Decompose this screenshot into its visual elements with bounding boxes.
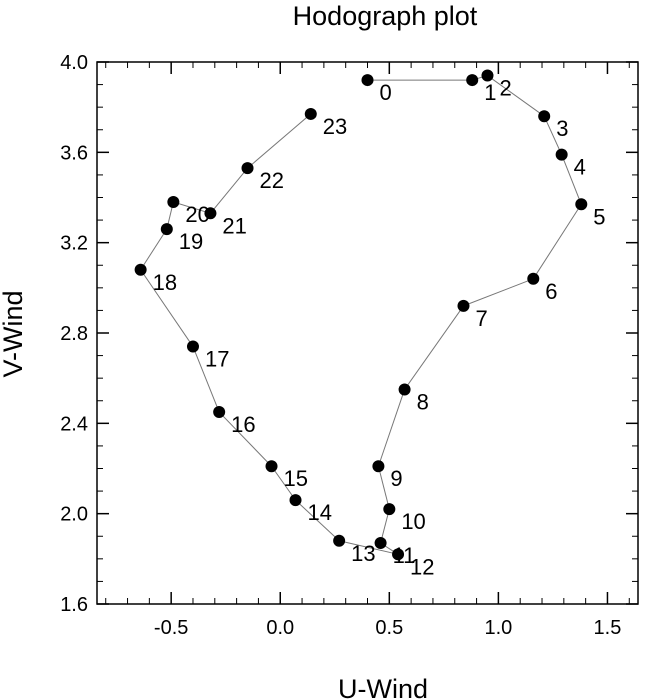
hodograph-point <box>555 148 568 161</box>
hodograph-point-label: 19 <box>179 229 203 254</box>
hodograph-lines <box>140 75 582 555</box>
hodograph-segment <box>173 201 211 214</box>
hodograph-point-label: 3 <box>556 116 568 141</box>
hodograph-segment <box>487 75 545 117</box>
hodograph-point <box>466 74 479 87</box>
hodograph-point <box>304 107 317 120</box>
hodograph-segment <box>339 540 399 555</box>
x-axis-tick-labels: -0.5 0.0 0.5 1.0 1.5 <box>154 617 621 639</box>
y-tick-label: 3.6 <box>60 142 88 164</box>
hodograph-point-label: 15 <box>284 466 308 491</box>
hodograph-point <box>575 198 588 211</box>
hodograph-point-label: 2 <box>499 76 511 101</box>
hodograph-point-label: 13 <box>351 541 375 566</box>
hodograph-point-label: 10 <box>401 509 425 534</box>
y-axis-tick-labels: 1.6 2.0 2.4 2.8 3.2 3.6 4.0 <box>60 52 88 616</box>
hodograph-point <box>398 383 411 396</box>
hodograph-segment <box>404 305 464 390</box>
hodograph-point <box>333 534 346 547</box>
hodograph-segment <box>140 228 168 271</box>
hodograph-segment <box>561 154 582 205</box>
hodograph-segment <box>247 113 312 169</box>
hodograph-point-label: 6 <box>545 279 557 304</box>
x-tick-label: 1.0 <box>484 617 512 639</box>
hodograph-point <box>457 299 470 312</box>
y-tick-label: 4.0 <box>60 52 88 74</box>
hodograph-point <box>361 74 374 87</box>
hodograph-segment <box>192 346 220 413</box>
hodograph-point-label: 1 <box>484 80 496 105</box>
hodograph-point-label: 12 <box>410 554 434 579</box>
hodograph-point <box>213 406 226 419</box>
hodograph-segment <box>271 465 296 501</box>
hodograph-segment <box>377 466 390 510</box>
x-tick-label: -0.5 <box>154 617 188 639</box>
hodograph-point <box>372 460 385 473</box>
hodograph-point-label: 5 <box>593 204 605 229</box>
hodograph-point <box>481 69 494 82</box>
hodograph-point-label: 17 <box>205 347 229 372</box>
hodograph-segment <box>210 167 248 214</box>
hodograph-segment <box>218 411 272 467</box>
hodograph-point <box>167 196 180 209</box>
hodograph-point-label: 16 <box>231 412 255 437</box>
y-axis-ticks <box>97 61 638 605</box>
y-tick-label: 3.2 <box>60 233 88 255</box>
hodograph-segment <box>377 389 406 467</box>
hodograph-point-label: 21 <box>222 213 246 238</box>
hodograph-point <box>241 162 254 175</box>
hodograph-segment <box>295 499 340 542</box>
hodograph-point <box>134 263 147 276</box>
y-tick-label: 2.0 <box>60 504 88 526</box>
hodograph-point-label: 0 <box>380 80 392 105</box>
x-tick-label: 0.0 <box>266 617 294 639</box>
hodograph-segment <box>532 204 582 280</box>
x-axis-label: U-Wind <box>338 674 428 700</box>
y-tick-label: 2.8 <box>60 323 88 345</box>
hodograph-point <box>265 460 278 473</box>
hodograph-point <box>160 223 173 236</box>
hodograph-point-label: 11 <box>393 543 416 568</box>
x-axis-ticks <box>105 62 630 604</box>
hodograph-segment <box>463 278 534 307</box>
chart-title: Hodograph plot <box>293 1 478 31</box>
hodograph-point-label: 20 <box>185 202 209 227</box>
hodograph-point <box>289 494 302 507</box>
hodograph-point-label: 9 <box>390 466 402 491</box>
y-tick-label: 2.4 <box>60 413 88 435</box>
hodograph-point-label: 23 <box>323 114 347 139</box>
hodograph-point <box>392 548 405 561</box>
hodograph-point <box>383 503 396 516</box>
y-tick-label: 1.6 <box>60 594 88 616</box>
hodograph-point-label: 4 <box>574 155 586 180</box>
x-tick-label: 1.5 <box>594 617 622 639</box>
x-tick-label: 0.5 <box>375 617 403 639</box>
hodograph-point-label: 8 <box>417 389 429 414</box>
hodograph-point-label: 22 <box>260 168 284 193</box>
hodograph-point <box>538 110 551 123</box>
hodograph-segment <box>140 269 194 347</box>
hodograph-point <box>186 340 199 353</box>
hodograph-point <box>374 537 387 550</box>
hodograph-point <box>527 272 540 285</box>
hodograph-point-label: 14 <box>308 500 332 525</box>
hodograph-point-label: 18 <box>153 270 177 295</box>
hodograph-point <box>204 207 217 220</box>
hodograph-points <box>134 69 588 561</box>
hodograph-segment <box>543 115 563 155</box>
hodograph-point-label: 7 <box>475 306 487 331</box>
y-axis-label: V-Wind <box>0 290 28 377</box>
